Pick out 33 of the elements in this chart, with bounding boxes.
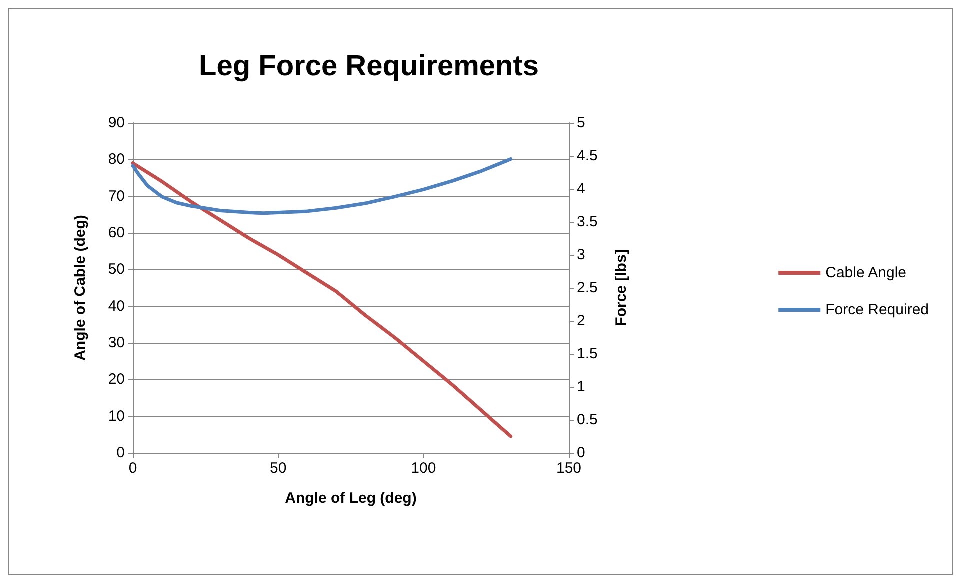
y-axis-title: Angle of Cable (deg) — [72, 215, 89, 361]
y2-tick-label: 1.5 — [577, 346, 598, 362]
y2-tick-label: 0 — [577, 444, 586, 462]
x-tick-label: 50 — [270, 460, 287, 477]
legend-label: Cable Angle — [826, 264, 907, 282]
y-tick-label: 0 — [116, 444, 125, 462]
y-tick-label: 70 — [108, 188, 125, 205]
x-axis-title: Angle of Leg (deg) — [285, 490, 417, 507]
y-tick-label: 80 — [108, 151, 125, 168]
x-tick-label: 0 — [128, 460, 138, 477]
y2-tick-label: 4 — [577, 180, 586, 198]
line-series — [131, 158, 513, 216]
chart-title: Leg Force Requirements — [198, 50, 540, 82]
y-tick-label: 40 — [108, 298, 125, 315]
y-tick-label: 20 — [108, 371, 125, 388]
y2-tick-label: 3 — [577, 246, 586, 264]
y2-axis-title: Force [lbs] — [613, 250, 630, 326]
y-tick-label: 90 — [108, 114, 125, 132]
y-tick-label: 60 — [108, 224, 125, 242]
y-tick-label: 10 — [108, 408, 125, 425]
y2-tick-label: 2.5 — [577, 280, 598, 296]
y2-tick-label: 2 — [577, 312, 586, 330]
y2-tick-label: 4.5 — [577, 148, 598, 164]
y-tick-label: 30 — [108, 334, 125, 352]
x-tick-label: 150 — [556, 460, 582, 477]
y2-tick-label: 1 — [577, 378, 586, 396]
y2-tick-label: 0.5 — [577, 412, 598, 428]
legend-label: Force Required — [826, 302, 930, 318]
x-tick-label: 100 — [411, 460, 436, 477]
y2-tick-label: 5 — [577, 114, 586, 132]
y-tick-label: 50 — [108, 261, 125, 278]
line-series — [131, 162, 513, 438]
y2-tick-label: 3.5 — [577, 214, 598, 230]
